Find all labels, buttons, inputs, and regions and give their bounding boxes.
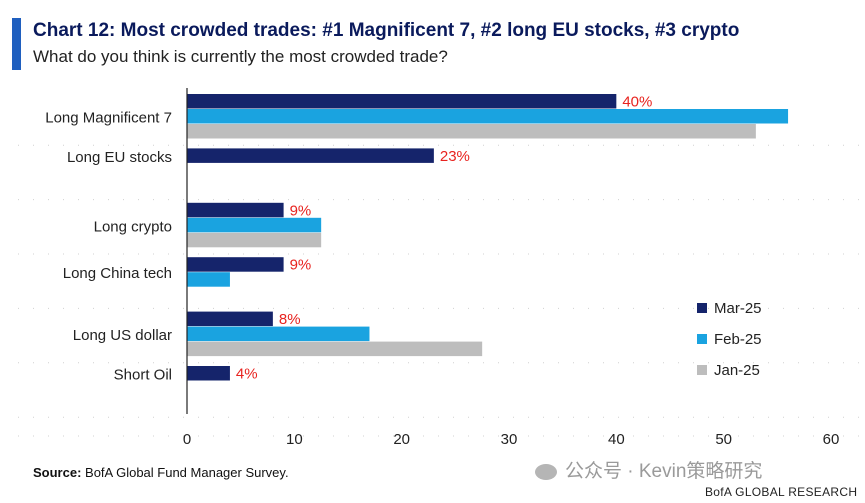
wechat-icon [535,463,557,480]
data-label: 9% [290,202,312,219]
x-tick-label: 30 [501,431,518,448]
data-label: 9% [290,257,312,274]
category-label: Long China tech [63,265,172,282]
watermark: 公众号 · Kevin策略研究 [535,456,762,483]
data-label: 8% [279,311,301,328]
legend-label: Jan-25 [714,362,760,379]
bar-mar-25 [187,311,273,327]
category-label: Long Magnificent 7 [45,109,172,126]
legend-swatch [697,334,707,344]
bar-feb-25 [187,272,230,287]
category-label: Long crypto [94,218,172,235]
title-accent-bar [12,18,21,70]
source-text: BofA Global Fund Manager Survey. [81,465,289,480]
legend-swatch [697,365,707,375]
data-label: 40% [622,93,652,110]
category-label: Short Oil [114,366,172,383]
legend-swatch [697,303,707,313]
x-tick-label: 0 [183,431,191,448]
x-tick-label: 40 [608,431,625,448]
bar-mar-25 [187,148,434,163]
bar-mar-25 [187,366,230,381]
bar-jan-25 [187,124,756,139]
x-tick-label: 20 [393,431,410,448]
category-label: Long EU stocks [67,149,172,166]
bar-mar-25 [187,202,284,218]
legend-label: Feb-25 [714,331,762,348]
bar-feb-25 [187,326,370,342]
bar-mar-25 [187,94,617,109]
chart-subtitle: What do you think is currently the most … [33,47,448,66]
bar-feb-25 [187,217,322,233]
data-label: 4% [236,365,258,382]
x-tick-label: 10 [286,431,303,448]
x-tick-label: 60 [823,431,840,448]
legend-label: Mar-25 [714,300,762,317]
bar-jan-25 [187,341,483,357]
bar-jan-25 [187,232,322,248]
bar-mar-25 [187,257,284,272]
watermark-text: 公众号 · Kevin策略研究 [565,461,763,482]
bar-feb-25 [187,109,789,124]
source-note: Source: BofA Global Fund Manager Survey. [33,465,289,480]
brand-label: BofA GLOBAL RESEARCH [705,485,858,499]
data-label: 23% [440,148,470,165]
source-label: Source: [33,465,82,480]
x-tick-label: 50 [715,431,732,448]
category-label: Long US dollar [73,327,172,344]
chart-title: Chart 12: Most crowded trades: #1 Magnif… [33,20,740,41]
